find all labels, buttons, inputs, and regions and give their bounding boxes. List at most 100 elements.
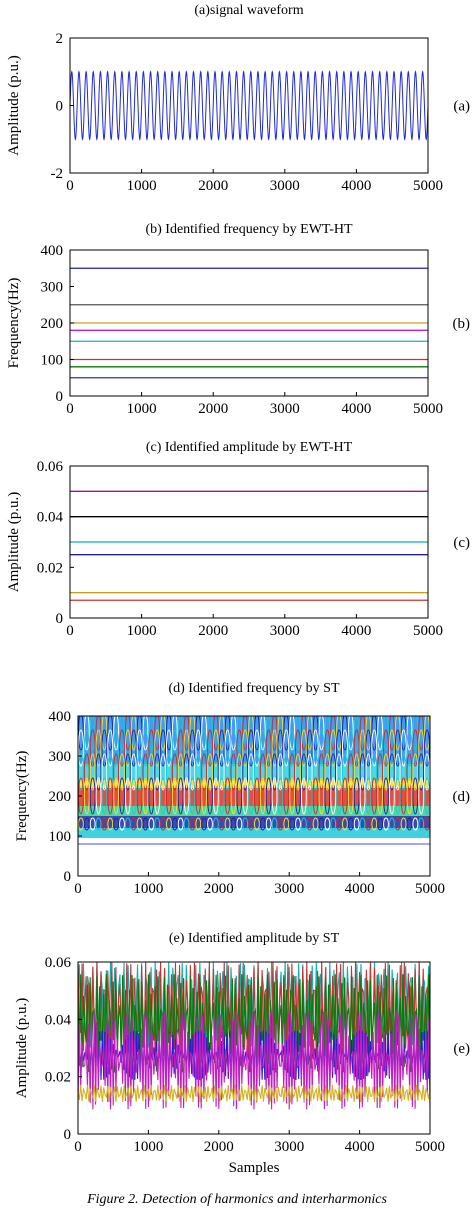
contour-loop [201, 777, 208, 815]
contour-loop [353, 753, 360, 791]
contour-loop [195, 817, 202, 831]
contour-loop [165, 753, 172, 791]
contour-loop [283, 817, 290, 831]
x-tick-label: 2000 [198, 401, 228, 417]
contour-loop [195, 716, 202, 751]
contour-loop [406, 817, 413, 831]
contour-loop [336, 716, 343, 751]
contour-loop [101, 817, 108, 831]
contour-loop [347, 716, 354, 751]
contour-loop [95, 817, 102, 831]
contour-loop [359, 817, 366, 831]
contour-loop [218, 817, 225, 831]
contour-loop [207, 753, 213, 791]
contour-loop [406, 716, 413, 751]
contour-loop [271, 716, 278, 751]
contour-loop [189, 753, 196, 791]
contour-loop [312, 753, 319, 791]
contour-loop [347, 777, 354, 815]
contour-loop [341, 777, 348, 815]
contour-loop [107, 777, 114, 815]
contour-loop [295, 729, 301, 767]
contour-loop [371, 777, 378, 815]
contour-loop [207, 716, 213, 751]
chart-a-title: (a)signal waveform [194, 3, 303, 18]
contour-loop [130, 729, 137, 767]
figure-caption: Figure 2. Detection of harmonics and int… [87, 1192, 387, 1207]
chart-e-series-line-5 [78, 1084, 430, 1103]
contour-loop [230, 777, 237, 815]
contour-loop [324, 753, 331, 791]
contour-loop [242, 753, 249, 791]
x-tick-label: 2000 [204, 881, 234, 897]
contour-loop [183, 777, 190, 815]
contour-loop [365, 753, 372, 791]
contour-loop [353, 716, 360, 751]
contour-loop [253, 753, 260, 791]
chart-c-y-label: Amplitude (p.u.) [6, 492, 22, 592]
contour-loop [418, 716, 425, 751]
contour-loop [347, 753, 354, 791]
contour-loop [341, 753, 348, 791]
contour-loop [242, 729, 249, 767]
contour-loop [312, 716, 319, 751]
contour-loop [189, 716, 196, 751]
contour-loop [154, 777, 161, 815]
contour-loop [371, 753, 378, 791]
contour-loop [300, 777, 307, 815]
x-tick-label: 5000 [415, 1139, 445, 1155]
contour-loop [353, 729, 360, 767]
contour-loop [148, 817, 155, 831]
contour-loop [253, 729, 260, 767]
y-tick-label: 300 [41, 280, 64, 296]
chart-b-plot [70, 267, 428, 379]
contour-loop [248, 753, 255, 791]
y-tick-label: 0.04 [45, 1012, 72, 1028]
contour-loop [259, 716, 266, 751]
contour-loop [154, 716, 161, 751]
chart-e: (e) Identified amplitude by ST 0 1000 2000 3… [14, 931, 470, 1176]
contour-loop [201, 729, 208, 767]
contour-loop [177, 817, 184, 831]
contour-loop [383, 716, 389, 751]
contour-loop [318, 729, 325, 767]
contour-loop [195, 753, 202, 791]
contour-loop [300, 753, 307, 791]
contour-loop [107, 817, 114, 831]
y-tick-label: 0.06 [37, 459, 64, 475]
contour-loop [136, 753, 143, 791]
chart-c: (c) Identified amplitude by EWT-HT 0 1000 2… [6, 440, 470, 639]
contour-loop [212, 729, 219, 767]
contour-loop [330, 753, 337, 791]
contour-loop [124, 753, 131, 791]
contour-loop [365, 777, 372, 815]
contour-loop [236, 716, 243, 751]
contour-loop [83, 777, 90, 815]
contour-loop [394, 716, 401, 751]
contour-loop [148, 716, 155, 751]
contour-loop [277, 716, 284, 751]
contour-loop [212, 753, 219, 791]
chart-e-plot [78, 962, 430, 1110]
chart-a-y-label: Amplitude (p.u.) [6, 55, 22, 155]
contour-loop [142, 753, 149, 791]
chart-b-y-label: Frequency(Hz) [6, 278, 22, 369]
x-tick-label: 1000 [127, 401, 157, 417]
x-tick-label: 1000 [127, 623, 157, 639]
contour-loop [236, 817, 243, 831]
contour-loop [412, 817, 419, 831]
contour-loop [324, 817, 331, 831]
contour-loop [165, 716, 172, 751]
chart-e-series-line-2 [78, 974, 430, 1073]
contour-loop [312, 777, 319, 815]
contour-loop [113, 753, 120, 791]
x-tick-label: 0 [74, 1139, 82, 1155]
chart-d-y-label: Frequency(Hz) [14, 751, 30, 842]
contour-loop [113, 729, 120, 767]
contour-loop [224, 753, 231, 791]
chart-b-side-label: (b) [453, 316, 471, 332]
y-tick-label: 0 [64, 1127, 72, 1143]
contour-loop [95, 753, 102, 791]
chart-d-side-label: (d) [453, 789, 471, 805]
contour-loop [218, 753, 225, 791]
